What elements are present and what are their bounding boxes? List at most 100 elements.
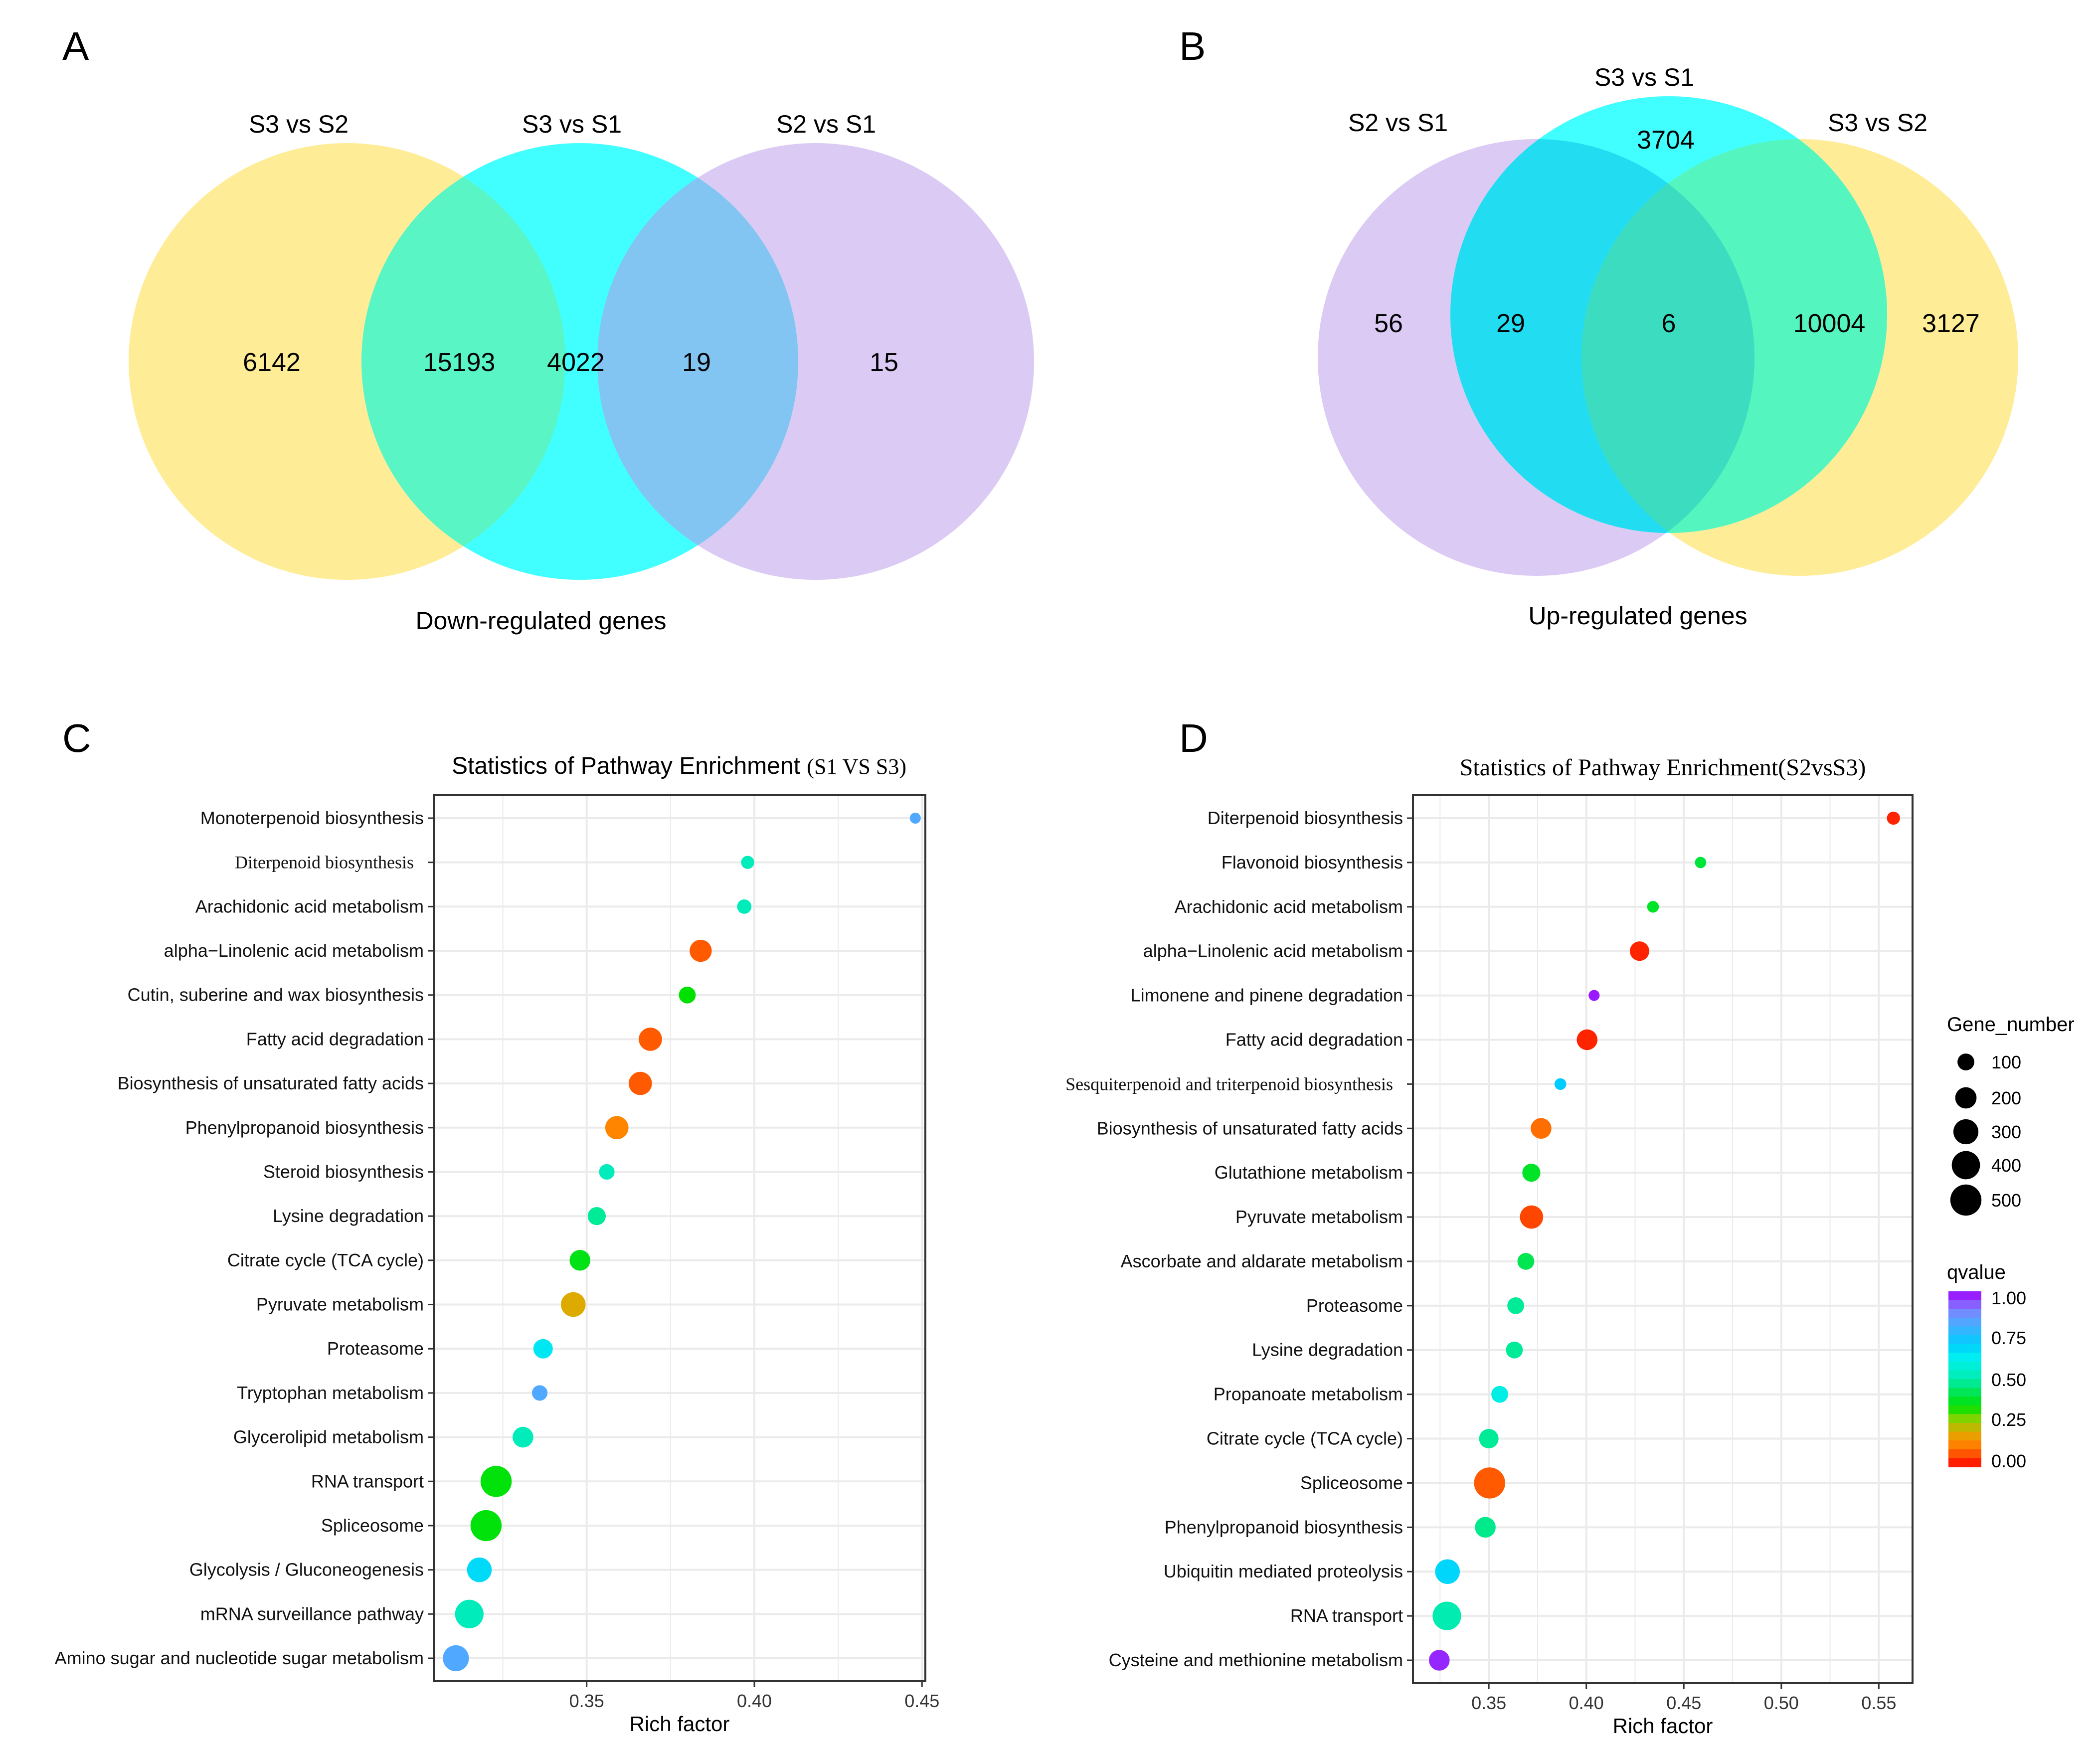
- category-label: Arachidonic acid metabolism: [1175, 896, 1403, 917]
- category-label: Lysine degradation: [273, 1206, 424, 1226]
- data-point: [1520, 1205, 1544, 1229]
- data-point: [443, 1645, 469, 1672]
- venn-count: 3704: [1637, 126, 1695, 155]
- data-point: [1647, 900, 1659, 913]
- category-label: Lysine degradation: [1252, 1340, 1403, 1360]
- category-label: Sesquiterpenoid and triterpenoid biosynt…: [1065, 1074, 1393, 1094]
- category-label: Amino sugar and nucleotide sugar metabol…: [55, 1648, 424, 1668]
- venn-label: S2 vs S1: [776, 110, 876, 138]
- colorbar-segment: [1948, 1458, 1981, 1467]
- category-label: Steroid biosynthesis: [263, 1161, 424, 1182]
- x-tick-label: 0.45: [904, 1691, 939, 1711]
- plot-border: [1412, 794, 1914, 1684]
- colorbar-segment: [1948, 1344, 1981, 1354]
- color-legend-label: 1.00: [1991, 1288, 2026, 1308]
- x-tick-label: 0.40: [737, 1691, 772, 1711]
- category-label: Proteasome: [1306, 1295, 1403, 1316]
- colorbar-segment: [1948, 1423, 1981, 1432]
- data-point: [741, 856, 754, 869]
- colorbar-segment: [1948, 1317, 1981, 1327]
- category-label: alpha−Linolenic acid metabolism: [1143, 941, 1403, 961]
- venn-count: 15193: [423, 348, 496, 377]
- data-point: [679, 986, 696, 1004]
- chart-title-main: Statistics of Pathway Enrichment: [452, 753, 800, 779]
- venn-count: 15: [870, 348, 898, 377]
- colorbar-segment: [1948, 1449, 1981, 1459]
- category-label: Spliceosome: [321, 1515, 424, 1536]
- size-legend-label: 300: [1991, 1122, 2021, 1142]
- category-label: Biosynthesis of unsaturated fatty acids: [118, 1073, 424, 1093]
- data-point: [533, 1339, 553, 1359]
- category-label: RNA transport: [311, 1471, 424, 1491]
- chart-title: Statistics of Pathway Enrichment (S1 VS …: [452, 753, 906, 779]
- size-legend-label: 500: [1991, 1190, 2021, 1211]
- data-point: [1429, 1650, 1450, 1671]
- panel-label-d: D: [1179, 716, 1208, 760]
- size-legend: Gene_number 100 200 300 400 500: [1947, 1014, 2075, 1216]
- size-legend-dot: [1950, 1184, 1982, 1216]
- size-legend-dot: [1953, 1119, 1979, 1145]
- venn-count: 29: [1496, 309, 1525, 338]
- category-label: mRNA surveillance pathway: [200, 1603, 424, 1624]
- colorbar-segment: [1948, 1388, 1981, 1398]
- color-legend: qvalue 1.00 0.75 0.50 0.25 0.00: [1947, 1261, 2026, 1471]
- colorbar-segment: [1948, 1431, 1981, 1441]
- chart-title: Statistics of Pathway Enrichment(S2vsS3): [1460, 754, 1866, 781]
- data-point: [1506, 1341, 1523, 1359]
- data-point: [480, 1466, 512, 1497]
- category-label: Diterpenoid biosynthesis: [1208, 808, 1403, 828]
- category-label: Phenylpropanoid biosynthesis: [185, 1117, 424, 1138]
- venn-count: 19: [682, 348, 711, 377]
- category-label: Citrate cycle (TCA cycle): [227, 1250, 424, 1270]
- venn-label: S3 vs S2: [1828, 109, 1927, 137]
- size-legend-dot: [1951, 1151, 1980, 1180]
- data-point: [1531, 1118, 1552, 1139]
- data-point: [1491, 1386, 1508, 1403]
- data-point: [1588, 990, 1600, 1001]
- x-axis-title: Rich factor: [630, 1712, 730, 1736]
- colorbar-segment: [1948, 1414, 1981, 1423]
- enrichment-chart-s2-vs-s3: D Statistics of Pathway Enrichment(S2vsS…: [1065, 716, 2075, 1738]
- x-tick-label: 0.35: [569, 1691, 604, 1711]
- x-axis-title: Rich factor: [1613, 1714, 1713, 1738]
- data-point: [531, 1385, 548, 1401]
- venn-label: S3 vs S1: [1594, 63, 1694, 91]
- category-label: Phenylpropanoid biosynthesis: [1165, 1517, 1403, 1537]
- data-point: [909, 812, 921, 824]
- colorbar-segment: [1948, 1335, 1981, 1345]
- colorbar-segment: [1948, 1300, 1981, 1310]
- venn-count: 6142: [243, 348, 301, 377]
- data-point: [1887, 811, 1900, 825]
- category-label: Cysteine and methionine metabolism: [1109, 1650, 1403, 1670]
- data-point: [1435, 1559, 1460, 1584]
- venn-caption: Up-regulated genes: [1528, 602, 1747, 630]
- venn-label: S2 vs S1: [1348, 109, 1448, 137]
- colorbar-segment: [1948, 1291, 1981, 1301]
- data-point: [605, 1116, 629, 1140]
- x-tick-label: 0.40: [1569, 1693, 1604, 1713]
- data-point: [1576, 1029, 1598, 1050]
- category-label: Cutin, suberine and wax biosynthesis: [128, 985, 424, 1005]
- category-label: RNA transport: [1290, 1605, 1403, 1626]
- color-legend-label: 0.00: [1991, 1451, 2026, 1471]
- panel-label-a: A: [62, 24, 89, 68]
- venn-label: S3 vs S1: [522, 110, 622, 138]
- data-point: [628, 1071, 652, 1095]
- category-label: Citrate cycle (TCA cycle): [1207, 1428, 1403, 1449]
- color-legend-label: 0.50: [1991, 1370, 2026, 1390]
- data-point: [599, 1164, 615, 1180]
- color-legend-title: qvalue: [1947, 1261, 2006, 1283]
- venn-label: S3 vs S2: [249, 110, 349, 138]
- x-tick-label: 0.45: [1666, 1693, 1701, 1713]
- panel-label-b: B: [1179, 24, 1206, 68]
- category-label: Proteasome: [327, 1338, 424, 1359]
- data-point: [587, 1207, 606, 1225]
- data-point: [1517, 1253, 1535, 1270]
- data-point: [513, 1426, 533, 1448]
- venn-down-regulated: A S3 vs S2 S3 vs S1 S2 vs S1 6142 15193 …: [62, 24, 1034, 635]
- venn-count: 10004: [1793, 309, 1866, 338]
- category-label: Pyruvate metabolism: [1235, 1207, 1403, 1227]
- venn-overlap-s3vss2-s3vss1: [361, 143, 565, 580]
- x-tick-label: 0.35: [1471, 1693, 1506, 1713]
- colorbar-segment: [1948, 1440, 1981, 1450]
